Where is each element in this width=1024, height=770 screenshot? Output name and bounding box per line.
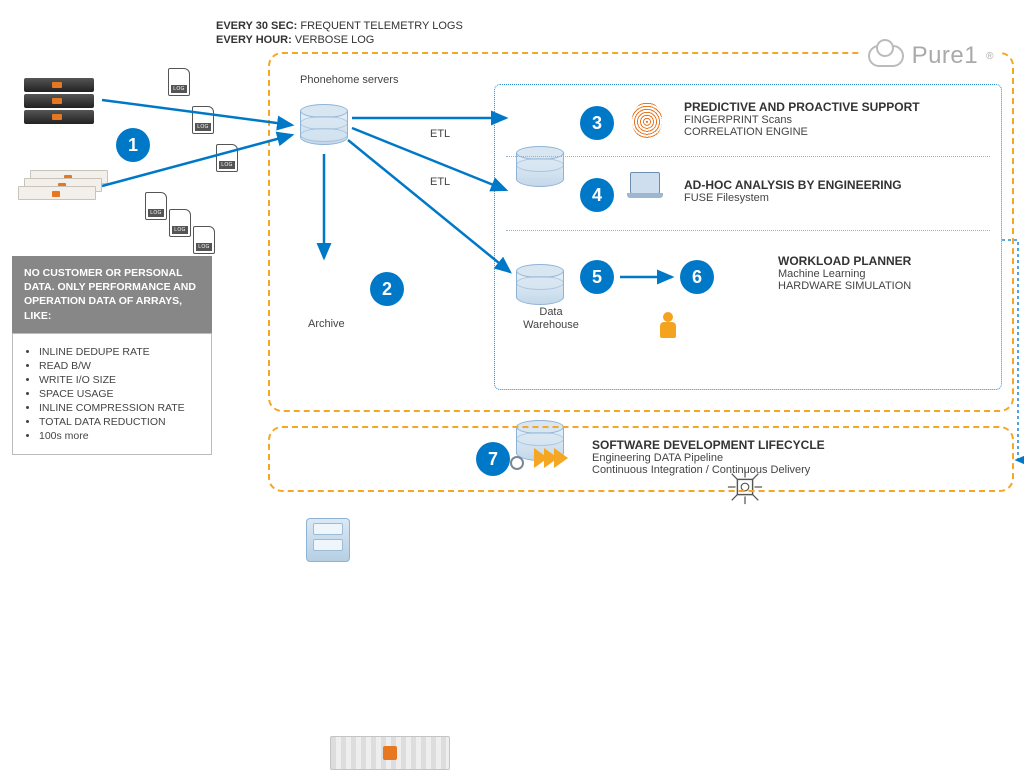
- arrows-layer: [0, 0, 1024, 507]
- array-image: [330, 736, 450, 770]
- archive-icon: [306, 518, 350, 562]
